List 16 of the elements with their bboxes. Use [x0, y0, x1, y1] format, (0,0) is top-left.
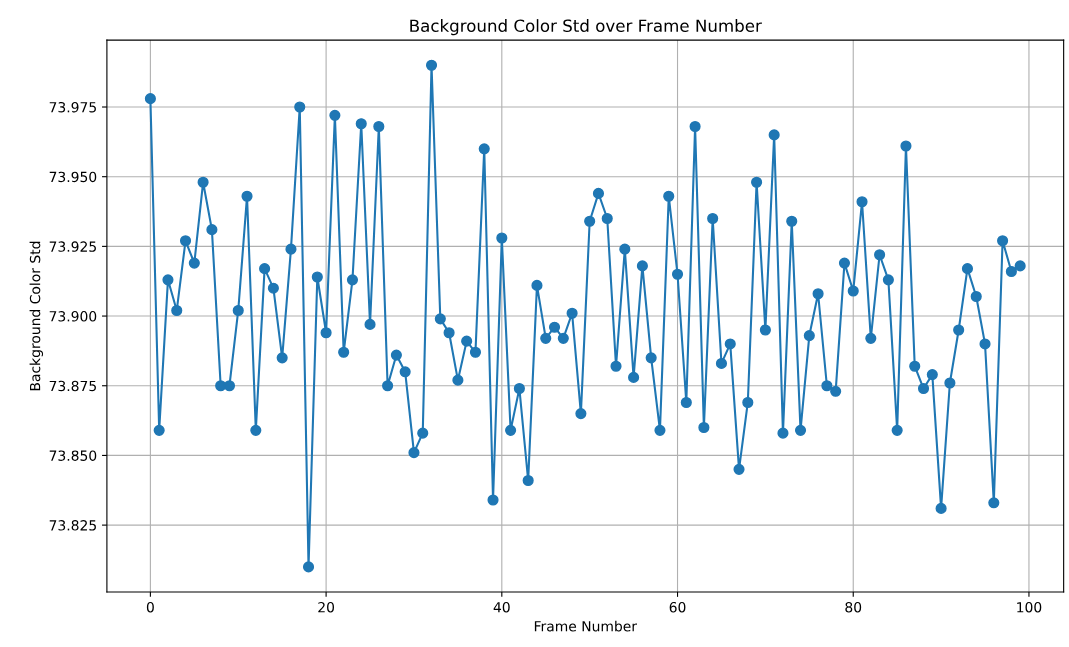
x-tick-label: 60 — [669, 601, 686, 613]
chart-title: Background Color Std over Frame Number — [410, 19, 762, 36]
y-axis-title: Background Color Std — [29, 241, 44, 391]
x-tick-label: 20 — [318, 601, 335, 613]
y-tick-label: 73.825 — [49, 520, 96, 531]
x-tick-label: 40 — [493, 601, 510, 613]
y-tick-label: 73.875 — [49, 380, 96, 392]
x-tick-label: 0 — [146, 601, 154, 613]
x-tick-label: 100 — [1017, 601, 1042, 613]
y-tick-label: 73.900 — [49, 311, 97, 322]
y-tick-label: 73.925 — [49, 241, 96, 252]
x-tick-label: 80 — [845, 601, 862, 613]
y-tick-label: 73.850 — [49, 450, 97, 461]
x-axis-title: Frame Number — [534, 620, 638, 632]
y-tick-label: 73.950 — [49, 171, 97, 183]
y-tick-label: 73.975 — [49, 101, 96, 113]
